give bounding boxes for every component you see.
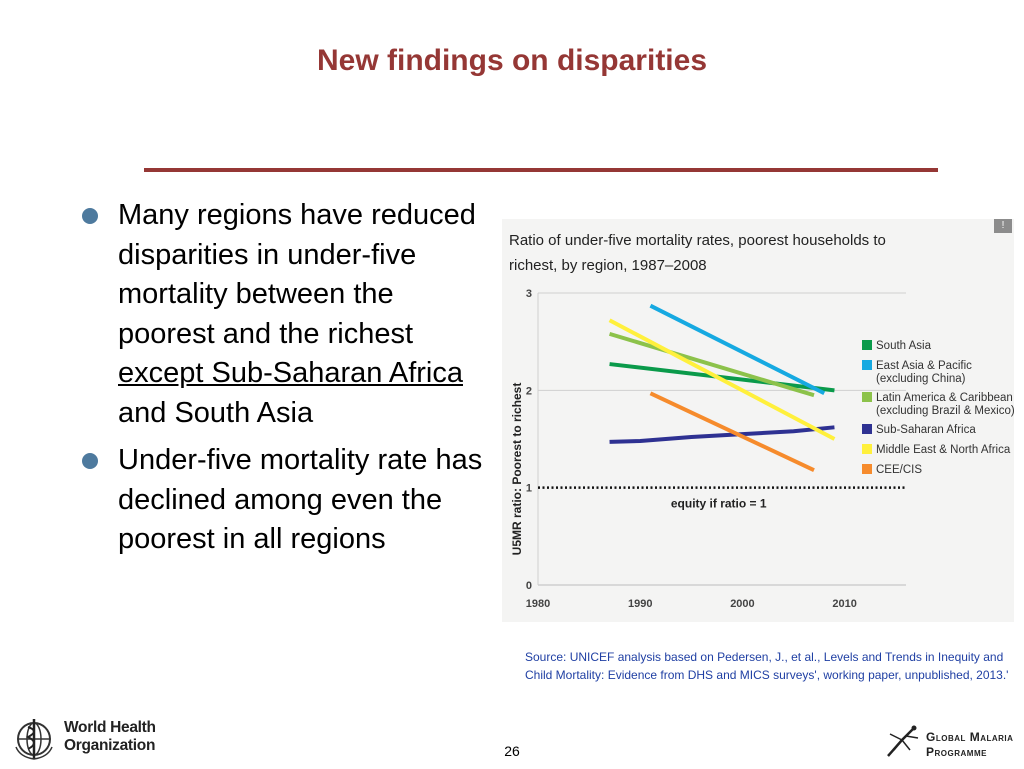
gmp-logo: Global Malaria Programme (880, 720, 1020, 764)
line-chart: Ratio of under-five mortality rates, poo… (509, 232, 1015, 610)
page-number: 26 (504, 743, 520, 759)
legend-label-4: Sub-Saharan Africa (876, 424, 976, 436)
y-tick-label: 1 (526, 483, 532, 495)
y-tick-label: 2 (526, 385, 532, 397)
x-tick-label: 2000 (730, 598, 754, 610)
y-tick-label: 0 (526, 580, 532, 592)
series-line-4 (609, 425, 835, 444)
title-divider (144, 168, 938, 172)
chart-series (608, 303, 836, 472)
chart-legend: South Asia East Asia & Pacific (excluding … (862, 340, 1015, 476)
series-line-6 (649, 391, 815, 472)
legend-label-6: CEE/CIS (876, 464, 922, 476)
chart-panel: Ratio of under-five mortality rates, poo… (502, 219, 1015, 622)
who-line-1: World Health (64, 719, 156, 736)
y-axis-label: U5MR ratio: Poorest to richest (510, 383, 524, 556)
who-wordmark: World Health Organization (64, 719, 156, 755)
series-line-3 (608, 331, 815, 398)
legend-label-3: Latin America & Caribbean (excluding Braz… (876, 392, 1014, 417)
legend-swatch-5 (862, 444, 872, 454)
bullet-item-1: Many regions have reduced disparities in… (82, 196, 487, 433)
x-tick-label: 1980 (526, 598, 550, 610)
x-tick-label: 2010 (832, 598, 856, 610)
series-line-2 (649, 303, 826, 396)
bullet-list: Many regions have reduced disparities in… (82, 196, 487, 568)
chart-title-line-2: richest, by region, 1987–2008 (509, 257, 707, 274)
mosquito-icon (887, 725, 919, 757)
bullet-1-text: Many regions have reduced disparities in… (118, 199, 476, 350)
x-tick-label: 1990 (628, 598, 652, 610)
bullet-item-2: Under-five mortality rate has declined a… (82, 441, 487, 560)
x-axis-ticks: 1980 1990 2000 2010 (526, 598, 857, 610)
bullet-1-emphasis: except Sub-Saharan Africa (118, 357, 463, 389)
legend-swatch-2 (862, 360, 872, 370)
legend-label-2: East Asia & Pacific (excluding China) (876, 360, 972, 385)
bullet-1-text-end: and South Asia (118, 396, 314, 429)
bullet-dot-icon (82, 453, 98, 469)
who-logo: World Health Organization (12, 717, 162, 763)
legend-label-1: South Asia (876, 340, 932, 352)
y-axis-ticks: 0 1 2 3 (526, 288, 532, 592)
gmp-line-2: Programme (926, 745, 987, 759)
legend-swatch-6 (862, 464, 872, 474)
legend-swatch-1 (862, 340, 872, 350)
chart-title: Ratio of under-five mortality rates, poo… (509, 232, 890, 274)
series-line-5 (608, 318, 836, 441)
bullet-2-text: Under-five mortality rate has declined a… (118, 444, 483, 555)
source-note: Source: UNICEF analysis based on Pederse… (525, 650, 1009, 682)
series-line-1 (609, 362, 835, 393)
gmp-wordmark: Global Malaria Programme (926, 730, 1013, 760)
gmp-line-1: Global Malaria (926, 730, 1014, 744)
chart-grid (537, 292, 906, 586)
legend-label-5: Middle East & North Africa (876, 444, 1011, 456)
slide-title: New findings on disparities (316, 44, 708, 77)
who-line-2: Organization (64, 737, 156, 754)
chart-title-line-1: Ratio of under-five mortality rates, poo… (509, 232, 886, 249)
equity-reference-label: equity if ratio = 1 (671, 497, 767, 511)
legend-swatch-4 (862, 424, 872, 434)
y-tick-label: 3 (526, 288, 532, 300)
bullet-dot-icon (82, 208, 98, 224)
who-emblem-icon (15, 719, 53, 760)
info-icon: ! (994, 219, 1012, 233)
legend-swatch-3 (862, 392, 872, 402)
